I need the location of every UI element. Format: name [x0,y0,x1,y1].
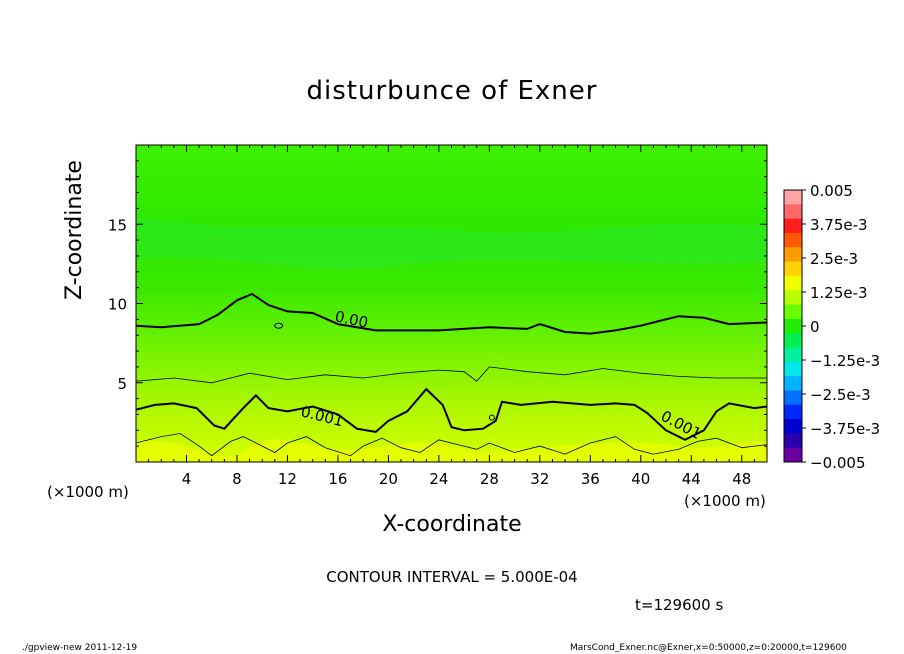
y-axis-label: Z-coordinate [62,160,87,300]
x-tick-label: 44 [682,470,701,488]
colorbar-label: −1.25e-3 [810,352,880,370]
x-tick-label: 20 [379,470,398,488]
colorbar-swatch [784,247,802,263]
contour-mid [135,366,767,384]
x-tick-label: 40 [631,470,650,488]
colorbar: 0.005 3.75e-3 2.5e-3 1.25e-3 0 −1.25e-3 −2.5e-… [783,182,880,472]
colorbar-label: −2.5e-3 [810,386,871,404]
colorbar-swatch [784,232,802,248]
contour-interval-note: CONTOUR INTERVAL = 5.000E-04 [326,568,578,586]
colorbar-swatch [784,318,802,334]
x-tick-label: 48 [732,470,751,488]
x-tick-label: 16 [328,470,347,488]
footer-left: ./gpview-new 2011-12-19 [22,643,138,653]
colorbar-swatch [784,447,802,463]
x-axis-label: X-coordinate [382,512,522,537]
x-tick-label: 8 [232,470,242,488]
colorbar-swatch [784,361,802,377]
colorbar-label: 2.5e-3 [810,250,858,268]
colorbar-swatch [784,304,802,320]
colorbar-swatch [784,347,802,363]
colorbar-swatch [784,204,802,220]
colorbar-label: −0.005 [810,454,866,472]
y-tick-label: 10 [108,296,127,314]
time-note: t=129600 s [635,596,724,614]
x-tick-label: 36 [581,470,600,488]
colorbar-label: 1.25e-3 [810,284,868,302]
colorbar-swatch [784,333,802,348]
contour-closed-dot [488,414,495,421]
colorbar-swatch [784,190,802,205]
x-tick-label: 12 [278,470,297,488]
contour-closed-small [274,322,284,329]
colorbar-swatch [784,404,802,420]
colorbar-swatch [784,275,802,291]
contour-zero [135,292,768,335]
x-unit-label-left: (×1000 m) [47,483,129,501]
x-unit-label-right: (×1000 m) [684,492,766,510]
colorbar-label: −3.75e-3 [810,420,880,438]
y-tick-label: 5 [117,375,127,393]
colorbar-label: 0.005 [810,182,853,200]
y-tick-label: 15 [108,216,127,234]
colorbar-swatch [784,261,802,277]
contour-low [135,433,768,457]
field-high-region [136,439,767,462]
x-tick-label: 28 [480,470,499,488]
colorbar-label: 3.75e-3 [810,216,868,234]
field-band-upper [136,216,767,269]
x-tick-label: 4 [182,470,192,488]
colorbar-swatch [784,433,802,449]
x-tick-label: 32 [530,470,549,488]
chart-title: disturbunce of Exner [306,76,598,106]
colorbar-swatch [784,419,802,434]
x-tick-label: 24 [429,470,448,488]
colorbar-label: 0 [810,318,820,336]
colorbar-swatch [784,390,802,406]
colorbar-swatch [784,290,802,306]
footer-right: MarsCond_Exner.nc@Exner,x=0:50000,z=0:20… [570,643,847,653]
contour-0p001 [135,387,768,441]
colorbar-swatch [784,376,802,391]
colorbar-swatch [784,218,802,234]
